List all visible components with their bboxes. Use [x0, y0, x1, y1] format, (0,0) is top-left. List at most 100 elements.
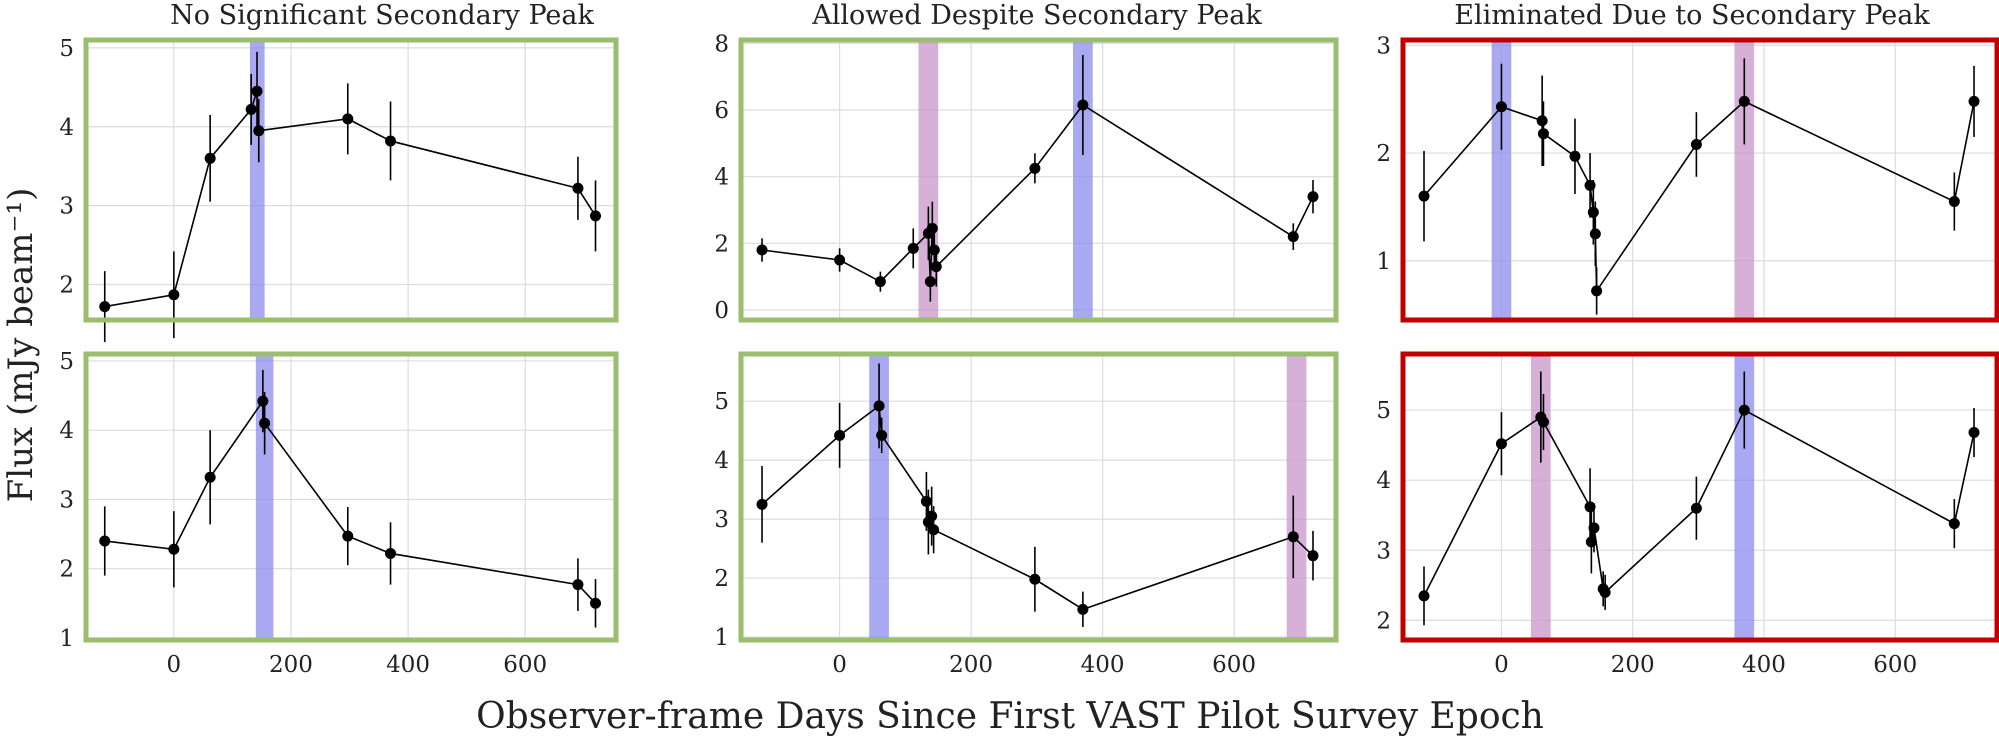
data-point — [99, 301, 111, 313]
x-tick-label: 0 — [832, 652, 847, 678]
data-point — [342, 530, 354, 542]
data-point — [99, 535, 111, 547]
y-tick-label: 1 — [1376, 249, 1391, 275]
data-point — [874, 276, 886, 288]
data-point — [1968, 427, 1980, 439]
data-point — [204, 471, 216, 483]
primary-peak-band — [1491, 40, 1512, 320]
y-tick-label: 4 — [59, 418, 74, 444]
data-point — [1968, 95, 1980, 107]
data-point — [756, 244, 768, 256]
data-point — [1948, 518, 1960, 530]
x-tick-label: 200 — [1611, 652, 1655, 678]
allowed-frame — [83, 351, 619, 643]
x-tick-label: 400 — [1081, 652, 1125, 678]
y-tick-label: 0 — [714, 298, 729, 324]
data-point — [1589, 228, 1601, 240]
data-point — [1307, 550, 1319, 562]
allowed-frame — [83, 37, 619, 323]
data-point — [1591, 285, 1603, 297]
data-point — [926, 222, 938, 234]
y-tick-label: 8 — [714, 31, 729, 57]
y-tick-label: 3 — [1376, 33, 1391, 59]
data-point — [385, 547, 397, 559]
data-point — [930, 261, 942, 273]
data-point — [1287, 231, 1299, 243]
y-tick-label: 3 — [714, 507, 729, 533]
eliminated-frame — [1400, 37, 1999, 323]
data-point — [251, 85, 263, 97]
y-tick-label: 1 — [714, 625, 729, 651]
data-point — [873, 400, 885, 412]
column-title-2: Allowed Despite Secondary Peak — [811, 0, 1262, 31]
y-tick-label: 3 — [1376, 538, 1391, 564]
secondary-peak-band — [1734, 40, 1755, 320]
data-point — [572, 182, 584, 194]
data-point — [928, 244, 940, 256]
x-tick-label: 200 — [949, 652, 993, 678]
y-tick-label: 2 — [714, 566, 729, 592]
y-tick-label: 3 — [59, 194, 74, 220]
data-point — [590, 210, 602, 222]
x-tick-label: 600 — [1212, 652, 1256, 678]
y-tick-label: 5 — [59, 349, 74, 375]
data-point — [342, 113, 354, 125]
panel-1: 2 3 4 5 — [59, 36, 619, 343]
data-point — [876, 429, 888, 441]
allowed-frame — [738, 351, 1339, 643]
data-point — [834, 429, 846, 441]
x-axis-label: Observer-frame Days Since First VAST Pil… — [476, 696, 1544, 737]
x-tick-label: 0 — [1494, 652, 1509, 678]
data-point — [1569, 150, 1581, 162]
x-tick-label: 400 — [386, 652, 430, 678]
data-point — [253, 125, 265, 137]
data-point — [1948, 196, 1960, 208]
primary-peak-band — [869, 354, 889, 640]
data-point — [1495, 438, 1507, 450]
plot-area — [86, 354, 616, 640]
x-tick-label: 200 — [269, 652, 313, 678]
data-point — [1587, 206, 1599, 218]
secondary-peak-band — [1286, 354, 1307, 640]
series-line — [104, 91, 597, 308]
allowed-frame — [738, 37, 1339, 323]
data-point — [1585, 536, 1597, 548]
y-tick-label: 3 — [59, 487, 74, 513]
plot-area — [741, 354, 1336, 640]
data-point — [1418, 590, 1430, 602]
y-tick-label: 5 — [714, 389, 729, 415]
data-point — [907, 242, 919, 254]
panel-5: 1 2 3 4 5 0 200 400 600 — [714, 351, 1339, 678]
data-point — [924, 276, 936, 288]
data-point — [926, 510, 938, 522]
data-point — [1077, 603, 1089, 615]
y-tick-label: 4 — [714, 448, 729, 474]
y-tick-label: 4 — [1376, 468, 1391, 494]
y-tick-label: 1 — [59, 626, 74, 652]
primary-peak-band — [1073, 40, 1093, 320]
data-point — [1690, 138, 1702, 150]
column-title-3: Eliminated Due to Secondary Peak — [1454, 0, 1930, 31]
panel-6: 2 3 4 5 0 200 400 600 — [1376, 351, 1999, 678]
y-axis-label: Flux (mJy beam⁻¹) — [1, 188, 41, 503]
y-tick-label: 4 — [714, 165, 729, 191]
y-tick-label: 2 — [714, 231, 729, 257]
data-point — [756, 498, 768, 510]
data-point — [1584, 501, 1596, 513]
y-tick-label: 2 — [1376, 608, 1391, 634]
eliminated-frame — [1400, 351, 1999, 643]
plot-area — [1403, 354, 1997, 640]
data-point — [1495, 101, 1507, 113]
data-point — [1307, 191, 1319, 203]
x-tick-label: 600 — [503, 652, 547, 678]
data-point — [1690, 502, 1702, 514]
y-tick-label: 2 — [59, 557, 74, 583]
data-point — [1738, 95, 1750, 107]
y-tick-label: 4 — [59, 115, 74, 141]
primary-peak-band — [1734, 354, 1755, 640]
column-title-1: No Significant Secondary Peak — [170, 0, 594, 31]
y-tick-label: 6 — [714, 98, 729, 124]
data-point — [1077, 99, 1089, 111]
x-tick-label: 400 — [1742, 652, 1786, 678]
